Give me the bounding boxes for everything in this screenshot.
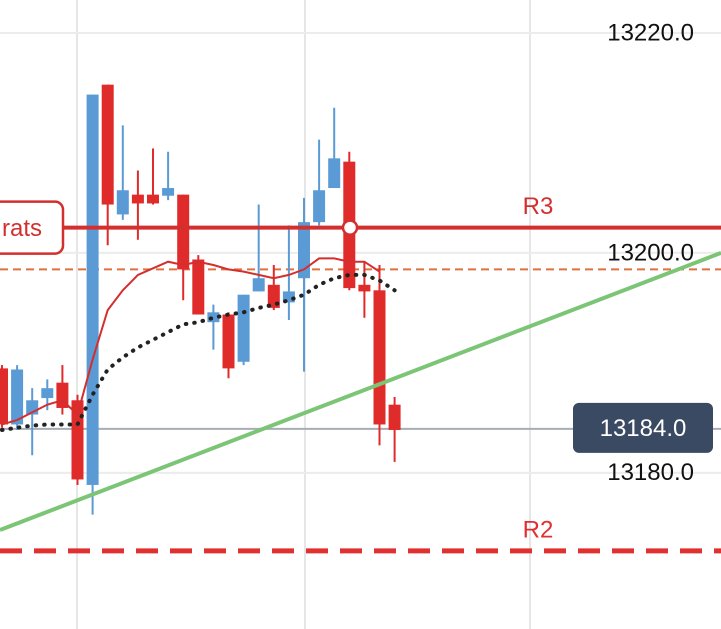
candle-body — [313, 190, 326, 223]
candle-body — [116, 190, 129, 215]
candle-body — [177, 194, 190, 270]
last-price-box — [573, 402, 713, 453]
candle-body — [207, 312, 220, 323]
trendline — [0, 251, 721, 532]
candle-body — [282, 291, 295, 303]
candle-body — [388, 404, 401, 430]
level-tag: rats — [2, 215, 42, 242]
moving-average — [0, 272, 397, 432]
candle-body — [71, 400, 84, 480]
candle-body — [86, 94, 99, 485]
level-tag-box — [0, 200, 65, 255]
y-tick-label: 13220.0 — [607, 19, 694, 46]
moving-average — [1, 257, 381, 426]
candle-body — [328, 158, 341, 189]
candle-body — [252, 278, 265, 292]
level-label: R3 — [523, 193, 554, 220]
candle-body — [162, 188, 175, 196]
candle-body — [147, 194, 159, 204]
level-marker — [341, 219, 359, 236]
candle-body — [222, 314, 235, 369]
last-price-label: 13184.0 — [600, 415, 687, 442]
candle-body — [358, 284, 371, 292]
candle-body — [0, 368, 8, 425]
candle-body — [11, 369, 24, 425]
candle-body — [373, 290, 386, 425]
candle-body — [192, 259, 205, 315]
candle-body — [101, 84, 114, 205]
candle-body — [131, 194, 144, 204]
y-tick-label: 13180.0 — [607, 459, 694, 486]
candle-body — [41, 388, 54, 399]
candle-body — [298, 222, 310, 279]
level-label: R2 — [523, 516, 554, 543]
y-tick-label: 13200.0 — [607, 239, 694, 266]
candle-body — [237, 294, 250, 362]
